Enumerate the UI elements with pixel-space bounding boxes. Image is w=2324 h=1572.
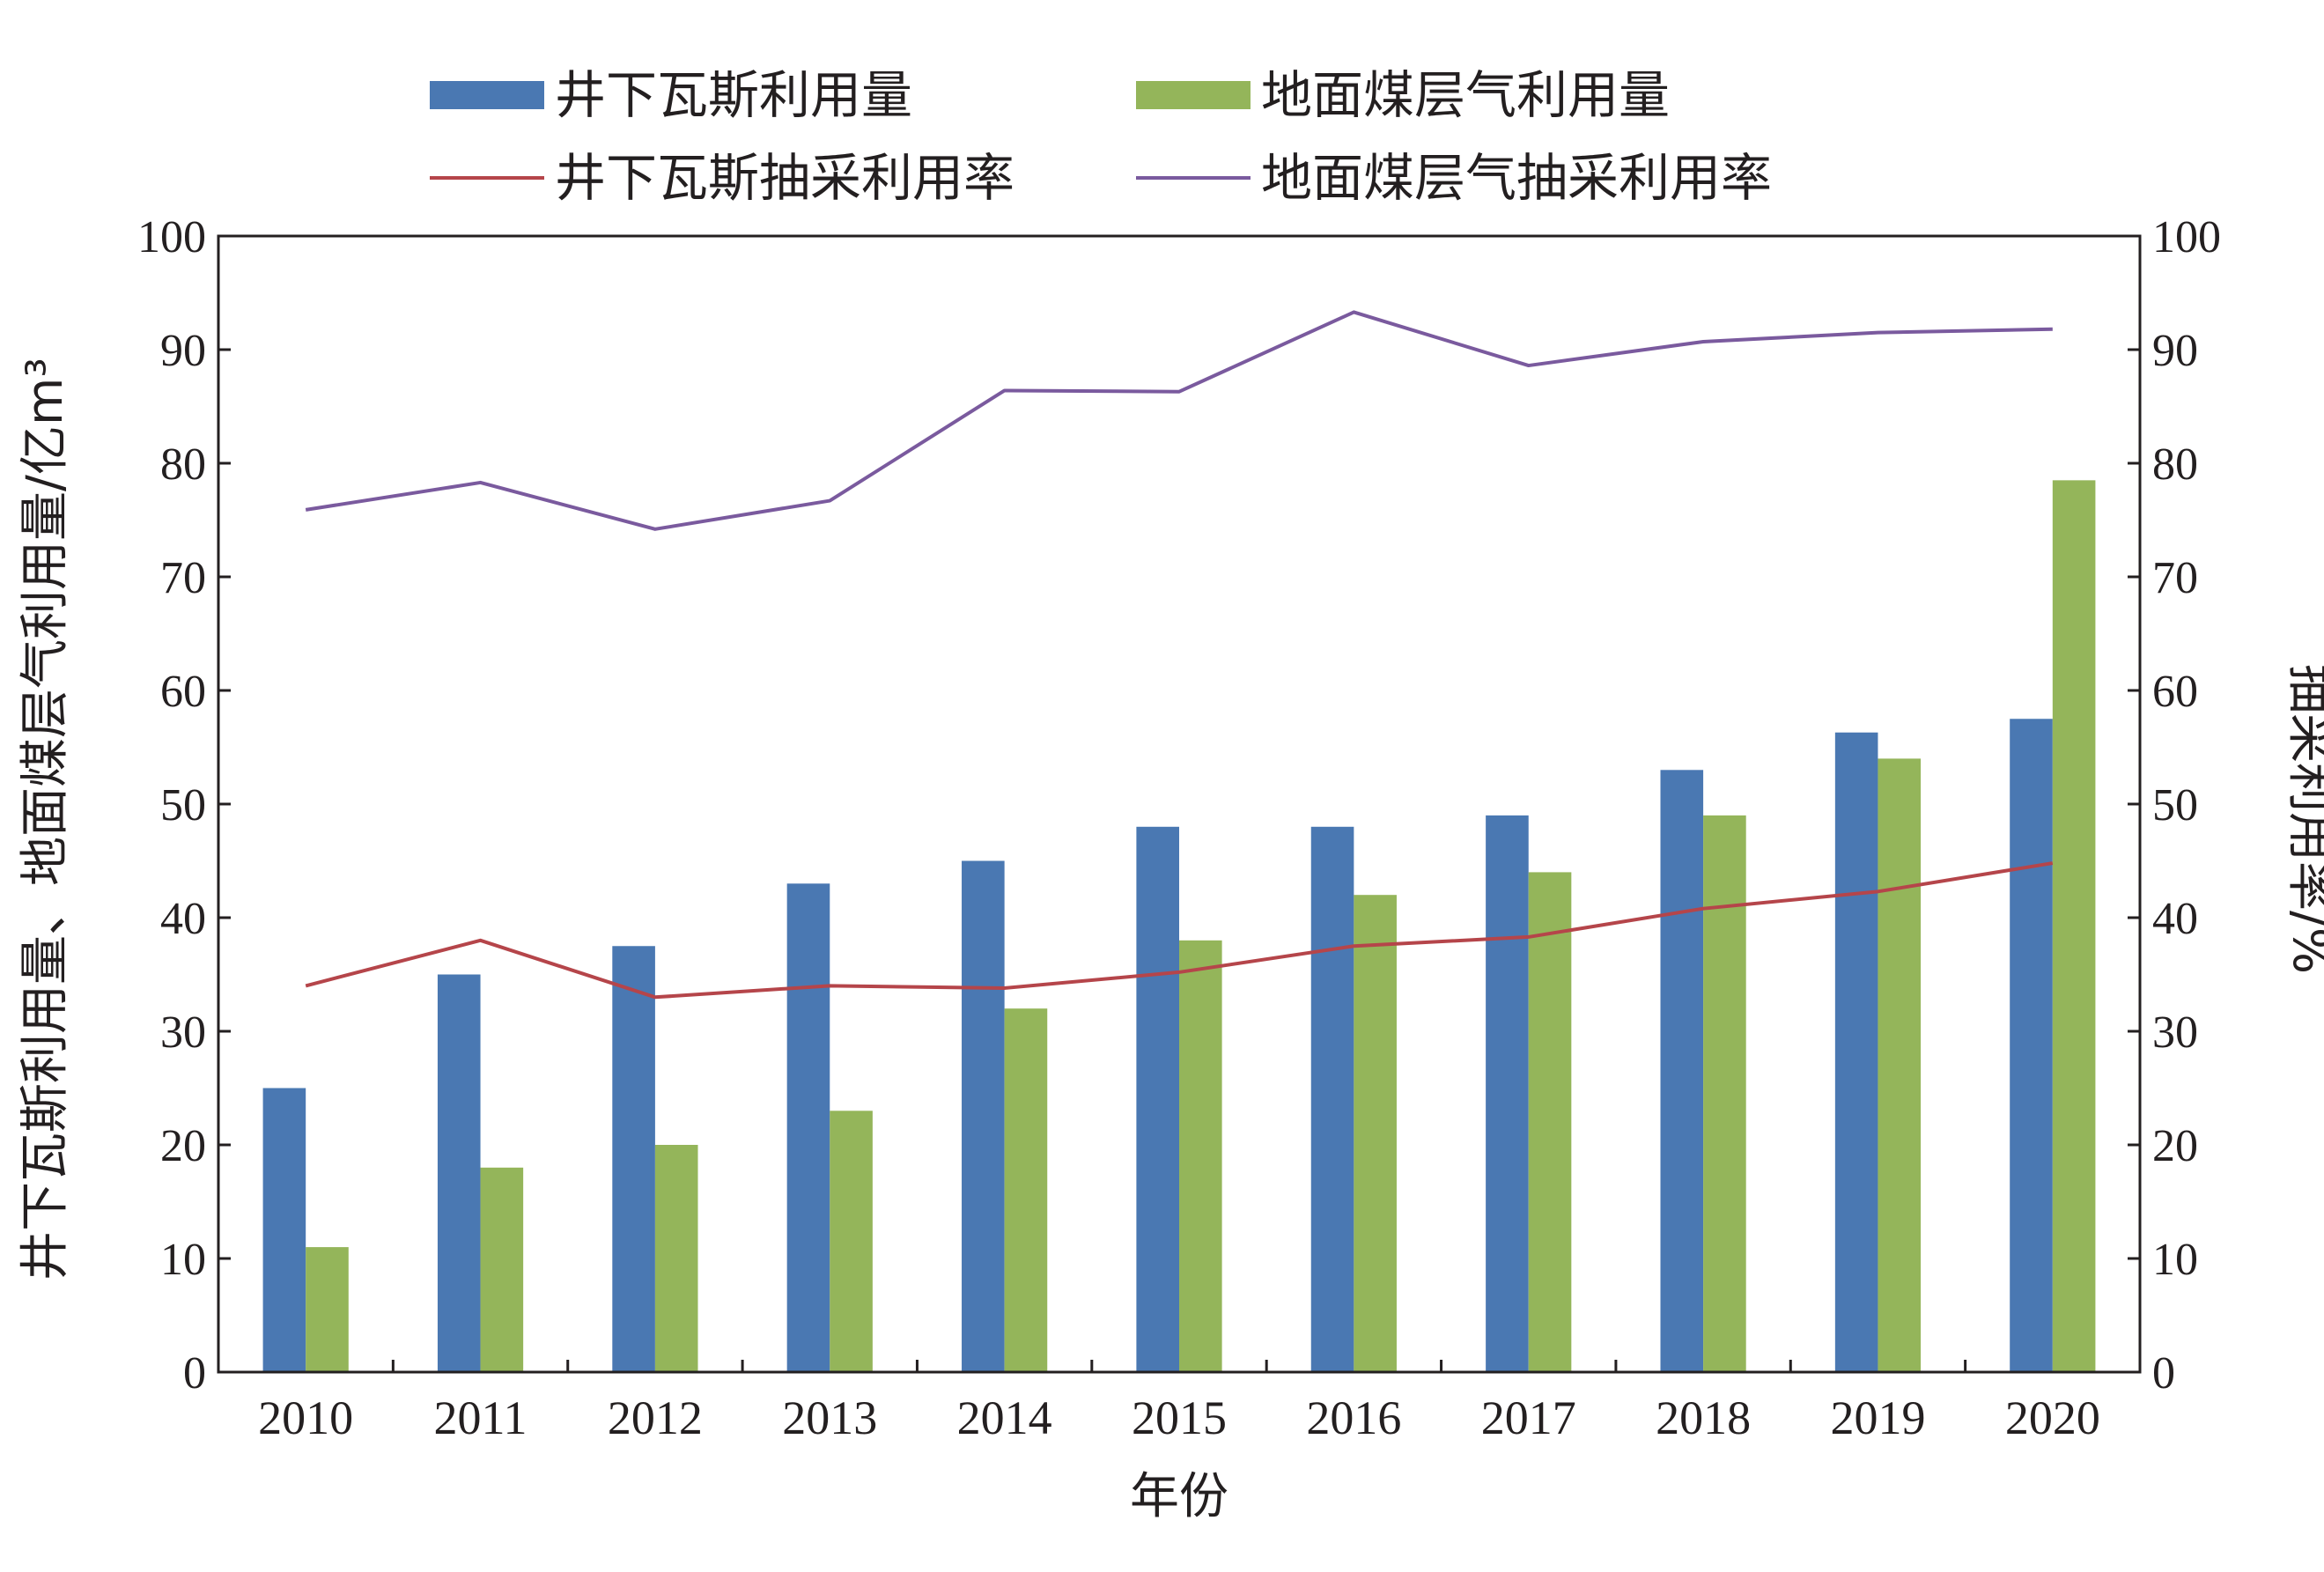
y-tick-label: 70 [160, 553, 206, 603]
bar [1136, 826, 1179, 1372]
bar [1486, 815, 1529, 1372]
bar [480, 1167, 524, 1372]
y-tick-label: 30 [160, 1007, 206, 1058]
y-tick-label: 0 [183, 1348, 206, 1399]
y-tick-label: 50 [160, 780, 206, 830]
y2-tick-label: 0 [2152, 1348, 2175, 1399]
bar [1310, 826, 1354, 1372]
series-line [305, 861, 2054, 1000]
x-tick-label: 2012 [608, 1391, 703, 1444]
x-tick-label: 2013 [782, 1391, 877, 1444]
y2-tick-label: 10 [2152, 1235, 2198, 1285]
bar [830, 1111, 873, 1372]
y-tick-label: 60 [160, 667, 206, 717]
y2-tick-label: 30 [2152, 1007, 2198, 1058]
bar [1703, 815, 1746, 1372]
x-tick-label: 2011 [434, 1391, 528, 1444]
y-tick-label: 20 [160, 1121, 206, 1171]
x-tick-label: 2015 [1132, 1391, 1227, 1444]
x-tick-label: 2018 [1656, 1391, 1751, 1444]
y-tick-label: 40 [160, 894, 206, 944]
legend-swatch [430, 81, 544, 109]
x-tick-label: 2010 [258, 1391, 353, 1444]
bar [1528, 872, 1572, 1372]
bar [306, 1247, 349, 1372]
axes: 0 10 20 30 40 50 60 70 80 90 100 0 10 20 30 40 50 60 70 80 9… [137, 212, 2221, 1444]
bar [2010, 719, 2053, 1372]
legend-swatch [1136, 81, 1251, 109]
legend-label: 地面煤层气利用量 [1261, 65, 1670, 125]
y2-tick-label: 100 [2152, 212, 2221, 262]
series-line [305, 310, 2053, 531]
bar [962, 860, 1005, 1372]
bar [1004, 1008, 1048, 1372]
bar [437, 974, 481, 1372]
y-tick-label: 90 [160, 326, 206, 376]
x-tick-label: 2019 [1830, 1391, 1925, 1444]
bar [1354, 895, 1397, 1372]
x-tick-label: 2016 [1306, 1391, 1401, 1444]
y2-tick-label: 70 [2152, 553, 2198, 603]
y2-axis-title: 抽采利用率/% [2282, 664, 2324, 974]
bar [2052, 480, 2096, 1372]
bar [1179, 940, 1222, 1372]
bar [654, 1145, 698, 1372]
x-tick-label: 2014 [957, 1391, 1052, 1444]
bar-group [262, 480, 2096, 1372]
bar [1660, 770, 1704, 1372]
x-tick-label: 2017 [1481, 1391, 1576, 1444]
legend-label: 井下瓦斯抽采利用率 [555, 148, 1014, 208]
y2-tick-label: 20 [2152, 1121, 2198, 1171]
y-tick-label: 10 [160, 1235, 206, 1285]
bar [1834, 732, 1878, 1372]
bar [262, 1088, 306, 1372]
x-axis-title: 年份 [1130, 1468, 1228, 1525]
bar [786, 883, 830, 1372]
y2-tick-label: 40 [2152, 894, 2198, 944]
y-tick-label: 80 [160, 439, 206, 490]
bar [612, 946, 655, 1372]
y-axis-title: 井下瓦斯利用量、地面煤层气利用量/亿m³ [17, 358, 74, 1280]
y2-tick-label: 50 [2152, 780, 2198, 830]
legend-label: 地面煤层气抽采利用率 [1261, 148, 1772, 208]
y2-tick-label: 60 [2152, 667, 2198, 717]
legend-label: 井下瓦斯利用量 [555, 65, 912, 125]
y2-tick-label: 90 [2152, 326, 2198, 376]
x-tick-label: 2020 [2005, 1391, 2100, 1444]
y2-tick-label: 80 [2152, 439, 2198, 490]
y-tick-label: 100 [137, 212, 206, 262]
bar [1878, 758, 1922, 1372]
line-group [305, 310, 2054, 1000]
